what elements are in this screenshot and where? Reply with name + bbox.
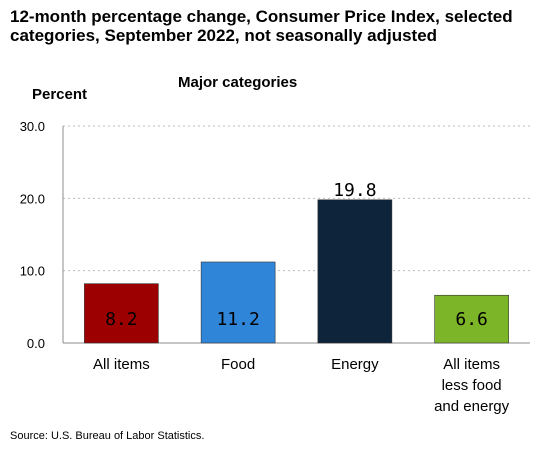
data-label: 19.8 <box>333 180 376 201</box>
y-ticks: 0.0 10.0 20.0 30.0 <box>20 119 45 351</box>
chart-subtitle: Major categories <box>178 74 298 91</box>
data-label: 8.2 <box>105 309 138 330</box>
category-label: All items less food and energy <box>434 356 510 415</box>
category-label: Energy <box>331 356 379 373</box>
data-label: 6.6 <box>455 309 488 330</box>
data-label: 11.2 <box>216 309 259 330</box>
bar <box>434 294 509 344</box>
bar <box>84 283 159 344</box>
source-note: Source: U.S. Bureau of Labor Statistics. <box>10 430 205 442</box>
category-label: All items <box>93 356 150 373</box>
chart-title: 12-month percentage change, Consumer Pri… <box>10 7 513 45</box>
data-labels: 8.2 11.2 19.8 6.6 <box>105 180 488 330</box>
category-label: Food <box>221 356 255 373</box>
gridlines <box>63 125 530 272</box>
y-tick-label: 20.0 <box>20 191 45 206</box>
y-axis-label: Percent <box>32 86 88 103</box>
bar <box>200 261 276 344</box>
y-tick-label: 10.0 <box>20 264 45 279</box>
category-labels: All items Food Energy All items less food and… <box>93 356 510 415</box>
y-tick-label: 0.0 <box>27 336 45 351</box>
bars <box>84 199 509 344</box>
y-tick-label: 30.0 <box>20 119 45 134</box>
bar <box>317 199 393 344</box>
